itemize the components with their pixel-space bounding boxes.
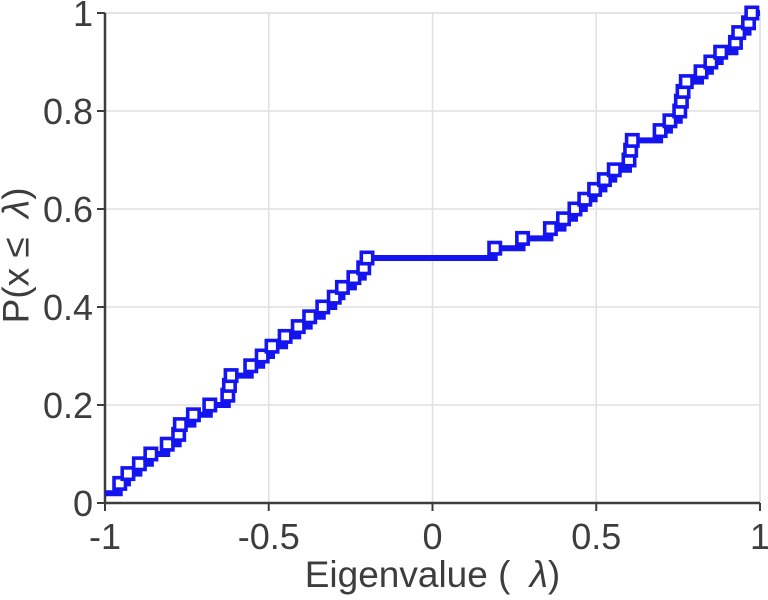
- data-point-marker-45: [713, 44, 729, 60]
- data-point-marker-15: [264, 338, 280, 354]
- data-point-marker-47: [731, 25, 747, 41]
- data-point-marker-44: [703, 54, 719, 70]
- data-point-marker-20: [326, 289, 342, 305]
- x-tick-label-2: 0: [422, 516, 442, 557]
- data-point-marker-25: [487, 240, 503, 256]
- data-point-marker-3: [131, 456, 147, 472]
- data-point-marker-29: [567, 201, 583, 217]
- data-point-marker-21: [334, 279, 350, 295]
- data-point-marker-5: [159, 436, 175, 452]
- data-point-marker-36: [624, 132, 640, 148]
- x-tick-label-0: -1: [89, 516, 121, 557]
- data-point-marker-30: [577, 191, 593, 207]
- data-point-marker-19: [315, 299, 331, 315]
- data-point-marker-37: [652, 123, 668, 139]
- y-tick-label-5: 1: [73, 0, 93, 34]
- data-point-marker-4: [143, 446, 159, 462]
- data-point-marker-22: [346, 270, 362, 286]
- data-point-marker-49: [744, 5, 760, 21]
- data-point-marker-33: [606, 162, 622, 178]
- data-point-marker-32: [596, 172, 612, 188]
- data-point-marker-2: [120, 466, 136, 482]
- y-tick-label-2: 0.4: [43, 287, 93, 328]
- data-point-marker-28: [555, 211, 571, 227]
- x-tick-label-3: 0.5: [571, 516, 621, 557]
- data-point-marker-9: [202, 397, 218, 413]
- data-point-marker-12: [223, 368, 239, 384]
- x-tick-label-1: -0.5: [238, 516, 300, 557]
- data-point-marker-24: [359, 250, 375, 266]
- y-tick-label-3: 0.6: [43, 189, 93, 230]
- data-point-marker-1: [112, 475, 128, 491]
- data-point-marker-31: [587, 181, 603, 197]
- data-point-marker-43: [693, 64, 709, 80]
- y-tick-label-1: 0.2: [43, 385, 93, 426]
- data-point-marker-7: [172, 417, 188, 433]
- data-point-marker-13: [243, 358, 259, 374]
- y-tick-label-4: 0.8: [43, 91, 93, 132]
- data-point-marker-38: [662, 113, 678, 129]
- data-point-marker-16: [277, 328, 293, 344]
- data-point-marker-17: [290, 319, 306, 335]
- data-point-marker-27: [542, 221, 558, 237]
- data-point-marker-8: [185, 407, 201, 423]
- data-point-marker-26: [515, 230, 531, 246]
- x-tick-label-4: 1: [750, 516, 768, 557]
- data-point-marker-14: [254, 348, 270, 364]
- data-point-marker-18: [302, 309, 318, 325]
- data-point-marker-42: [678, 74, 694, 90]
- y-tick-label-0: 0: [73, 483, 93, 524]
